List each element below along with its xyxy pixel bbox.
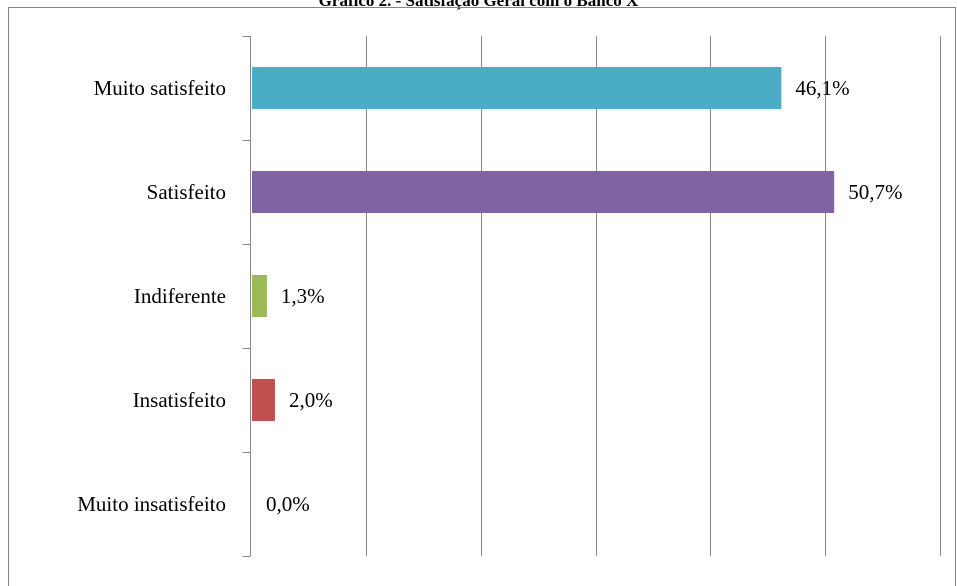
category-label-1: Satisfeito <box>147 180 226 204</box>
category-label-4: Muito insatisfeito <box>77 492 226 516</box>
chart-title: Gráfico 2. - Satisfação Geral com o Banc… <box>318 0 639 10</box>
value-label-1: 50,7% <box>848 180 902 204</box>
bar-3 <box>252 379 275 421</box>
category-label-0: Muito satisfeito <box>94 76 226 100</box>
value-label-3: 2,0% <box>289 388 333 412</box>
bar-0 <box>252 67 782 109</box>
bar-1 <box>252 171 835 213</box>
category-label-3: Insatisfeito <box>133 388 226 412</box>
category-label-2: Indiferente <box>134 284 226 308</box>
bar-2 <box>252 275 267 317</box>
value-label-0: 46,1% <box>795 76 849 100</box>
value-label-2: 1,3% <box>281 284 325 308</box>
chart-frame <box>8 7 956 586</box>
value-label-4: 0,0% <box>266 492 310 516</box>
